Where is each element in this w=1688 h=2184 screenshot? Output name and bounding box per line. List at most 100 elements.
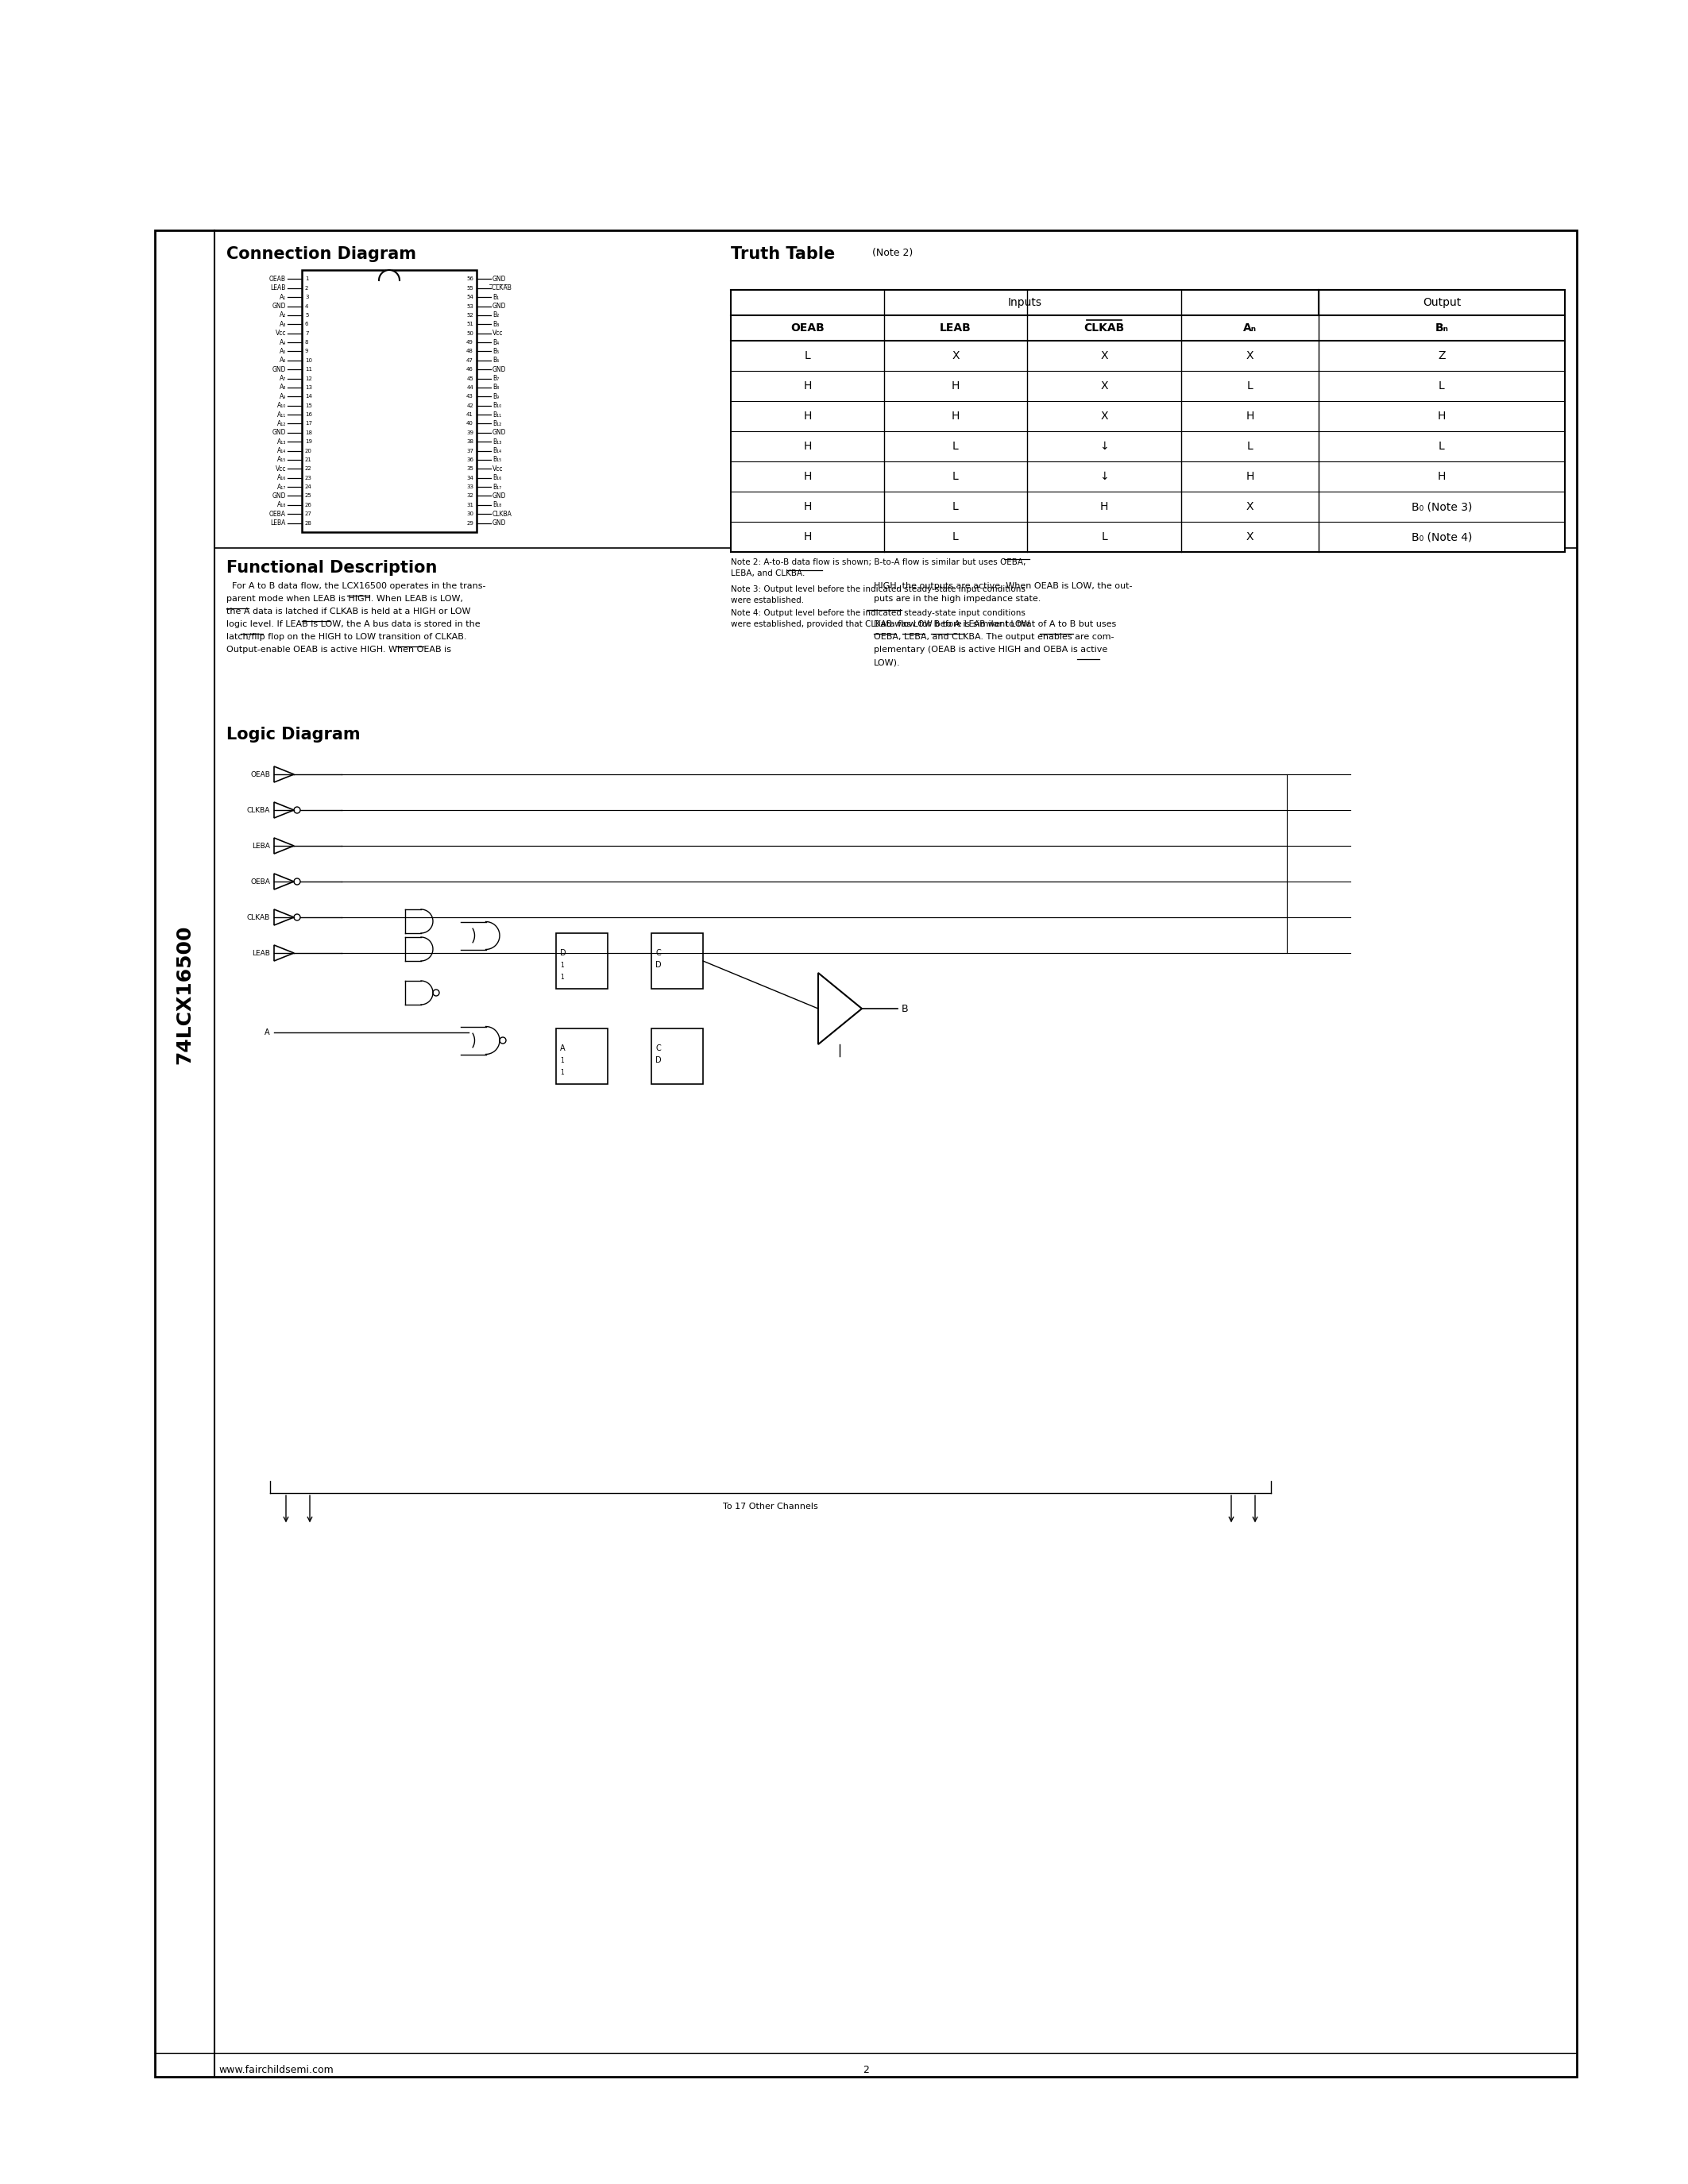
Text: 53: 53 <box>466 304 473 308</box>
Text: B₅: B₅ <box>493 347 500 356</box>
Text: 55: 55 <box>466 286 473 290</box>
Text: 49: 49 <box>466 341 473 345</box>
Text: L: L <box>952 441 959 452</box>
Text: 27: 27 <box>306 511 312 515</box>
Text: X: X <box>1101 349 1107 360</box>
Text: L: L <box>805 349 810 360</box>
Text: GND: GND <box>493 428 506 437</box>
Text: 51: 51 <box>466 321 473 328</box>
Bar <box>555 933 608 989</box>
Text: 1: 1 <box>560 1057 564 1064</box>
Text: 5: 5 <box>306 312 309 317</box>
Text: 38: 38 <box>466 439 473 443</box>
Text: H: H <box>803 441 812 452</box>
Text: GND: GND <box>493 275 506 282</box>
Text: B₁₃: B₁₃ <box>493 439 501 446</box>
Text: 54: 54 <box>466 295 473 299</box>
Text: 18: 18 <box>306 430 312 435</box>
Text: A₁₆: A₁₆ <box>277 474 285 480</box>
Text: 47: 47 <box>466 358 473 363</box>
Text: B₁₀: B₁₀ <box>493 402 501 408</box>
Text: X: X <box>1246 349 1254 360</box>
Text: D: D <box>560 950 565 957</box>
Text: LEAB: LEAB <box>252 950 270 957</box>
Text: 22: 22 <box>306 467 312 472</box>
Text: GND: GND <box>493 367 506 373</box>
Text: H: H <box>1438 411 1447 422</box>
Text: 52: 52 <box>466 312 473 317</box>
Text: Vᴄᴄ: Vᴄᴄ <box>493 330 503 336</box>
Text: H: H <box>803 472 812 483</box>
Text: L: L <box>952 500 959 513</box>
Text: 16: 16 <box>306 413 312 417</box>
Text: OEBA: OEBA <box>270 511 285 518</box>
Text: ↓: ↓ <box>1099 441 1109 452</box>
Text: B₁₆: B₁₆ <box>493 474 501 480</box>
Text: X: X <box>952 349 959 360</box>
Text: GND: GND <box>493 491 506 500</box>
Text: B₀ (Note 3): B₀ (Note 3) <box>1411 500 1472 513</box>
Text: plementary (OEAB is active HIGH and OEBA is active: plementary (OEAB is active HIGH and OEBA… <box>874 646 1107 653</box>
Text: A₆: A₆ <box>279 356 285 365</box>
Text: the A data is latched if CLKAB is held at a HIGH or LOW: the A data is latched if CLKAB is held a… <box>226 607 471 616</box>
Text: 1: 1 <box>560 1068 564 1077</box>
Text: GND: GND <box>272 491 285 500</box>
Text: 20: 20 <box>306 448 312 452</box>
Text: 8: 8 <box>306 341 309 345</box>
Text: B₁: B₁ <box>493 293 500 301</box>
Text: GND: GND <box>272 304 285 310</box>
Text: GND: GND <box>493 304 506 310</box>
Text: Bₙ: Bₙ <box>1435 323 1448 334</box>
Text: OEBA: OEBA <box>250 878 270 885</box>
Text: L: L <box>1101 531 1107 542</box>
Text: H: H <box>1101 500 1109 513</box>
Text: Inputs: Inputs <box>1008 297 1041 308</box>
Bar <box>555 1029 608 1083</box>
Text: Note 3: Output level before the indicated steady-state input conditions: Note 3: Output level before the indicate… <box>731 585 1025 594</box>
Text: 42: 42 <box>466 404 473 408</box>
Text: B₁₂: B₁₂ <box>493 419 501 428</box>
Text: L: L <box>952 531 959 542</box>
Text: logic level. If LEAB is LOW, the A bus data is stored in the: logic level. If LEAB is LOW, the A bus d… <box>226 620 481 629</box>
Text: B₁₈: B₁₈ <box>493 502 501 509</box>
Text: www.fairchildsemi.com: www.fairchildsemi.com <box>218 2064 334 2075</box>
Text: 1: 1 <box>560 974 564 981</box>
Text: ̅C̅L̅K̅A̅B: ̅C̅L̅K̅A̅B <box>493 284 511 293</box>
Text: Truth Table: Truth Table <box>731 247 836 262</box>
Text: H: H <box>1438 472 1447 483</box>
Text: 43: 43 <box>466 393 473 400</box>
Text: 1: 1 <box>306 277 309 282</box>
Text: X: X <box>1101 380 1107 391</box>
Text: 24: 24 <box>306 485 312 489</box>
Text: 41: 41 <box>466 413 473 417</box>
Text: 50: 50 <box>466 332 473 336</box>
Text: LEAB: LEAB <box>270 284 285 293</box>
Text: (Note 2): (Note 2) <box>873 247 913 258</box>
Text: X: X <box>1246 500 1254 513</box>
Text: A₄: A₄ <box>280 339 285 345</box>
Text: 35: 35 <box>466 467 473 472</box>
Text: D: D <box>655 961 662 970</box>
Text: 37: 37 <box>466 448 473 452</box>
Bar <box>652 1029 702 1083</box>
Text: D: D <box>655 1057 662 1064</box>
Text: were established.: were established. <box>731 596 803 605</box>
Text: 74LCX16500: 74LCX16500 <box>176 926 194 1064</box>
Text: X: X <box>1246 531 1254 542</box>
Text: C: C <box>655 950 660 957</box>
Text: 39: 39 <box>466 430 473 435</box>
Text: 6: 6 <box>306 321 309 328</box>
Text: A₁₄: A₁₄ <box>277 448 285 454</box>
Text: A: A <box>560 1044 565 1053</box>
Text: B₆: B₆ <box>493 356 500 365</box>
Text: Note 4: Output level before the indicated steady-state input conditions: Note 4: Output level before the indicate… <box>731 609 1025 618</box>
Text: H: H <box>803 531 812 542</box>
Text: B₁₄: B₁₄ <box>493 448 501 454</box>
Text: A₁₁: A₁₁ <box>277 411 285 417</box>
Text: GND: GND <box>272 428 285 437</box>
Text: Aₙ: Aₙ <box>1242 323 1256 334</box>
Text: CLKAB: CLKAB <box>246 913 270 922</box>
Polygon shape <box>378 271 400 280</box>
Text: Note 2: A-to-B data flow is shown; B-to-A flow is similar but uses OEBA,: Note 2: A-to-B data flow is shown; B-to-… <box>731 559 1026 566</box>
Text: 29: 29 <box>466 520 473 526</box>
